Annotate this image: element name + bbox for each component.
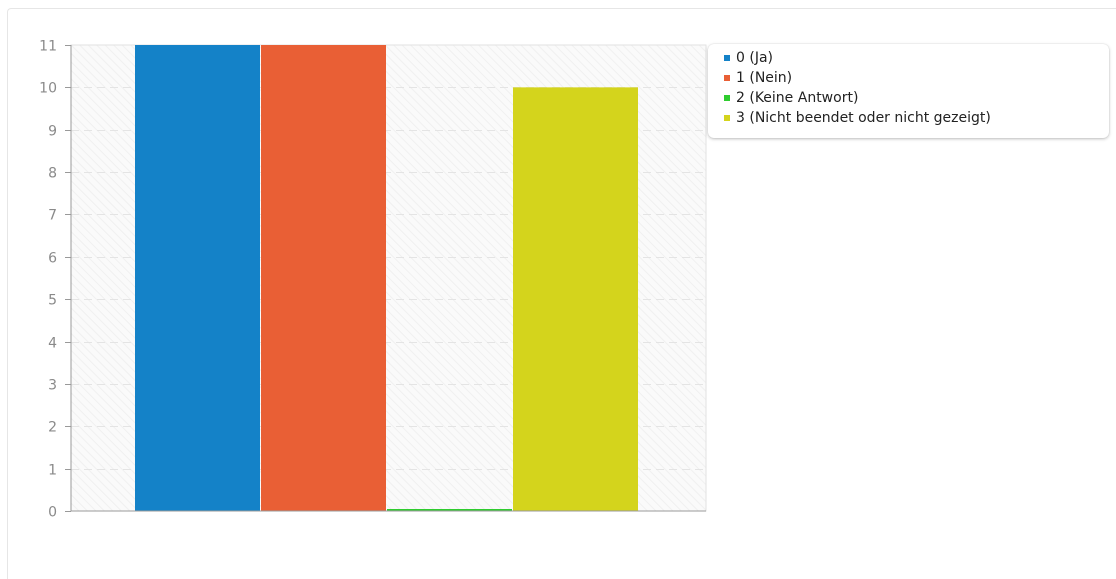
bar-0[interactable] bbox=[135, 45, 260, 511]
y-tick-label-10: 10 bbox=[39, 81, 57, 97]
bars bbox=[135, 45, 638, 511]
legend-label-nein: 1 (Nein) bbox=[736, 70, 793, 86]
legend-swatch-keine-antwort bbox=[724, 95, 730, 101]
bar-2[interactable] bbox=[387, 509, 512, 511]
y-tick-label-8: 8 bbox=[48, 166, 57, 182]
legend-swatch-nein bbox=[724, 75, 730, 81]
legend-item-ja[interactable]: 0 (Ja) bbox=[724, 48, 1101, 68]
y-tick-label-6: 6 bbox=[48, 251, 57, 267]
y-tick-labels: 0 1 2 3 4 5 6 7 8 9 10 11 bbox=[39, 39, 57, 521]
y-tick-label-5: 5 bbox=[48, 293, 57, 309]
legend-label-ja: 0 (Ja) bbox=[736, 50, 773, 66]
legend-swatch-nicht-beendet bbox=[724, 115, 730, 121]
legend-label-keine-antwort: 2 (Keine Antwort) bbox=[736, 90, 859, 106]
y-tick-label-4: 4 bbox=[48, 336, 57, 352]
y-tick-label-7: 7 bbox=[48, 208, 57, 224]
legend-item-nicht-beendet[interactable]: 3 (Nicht beendet oder nicht gezeigt) bbox=[724, 108, 1101, 128]
y-tick-label-3: 3 bbox=[48, 378, 57, 394]
axes bbox=[65, 45, 706, 512]
legend-item-keine-antwort[interactable]: 2 (Keine Antwort) bbox=[724, 88, 1101, 108]
legend: 0 (Ja) 1 (Nein) 2 (Keine Antwort) 3 (Nic… bbox=[708, 44, 1109, 138]
y-tick-label-2: 2 bbox=[48, 420, 57, 436]
legend-item-nein[interactable]: 1 (Nein) bbox=[724, 68, 1101, 88]
bar-3[interactable] bbox=[513, 87, 638, 511]
bar-1[interactable] bbox=[261, 45, 386, 511]
y-tick-label-1: 1 bbox=[48, 463, 57, 479]
legend-label-nicht-beendet: 3 (Nicht beendet oder nicht gezeigt) bbox=[736, 110, 991, 126]
y-tick-label-11: 11 bbox=[39, 39, 57, 55]
y-tick-label-9: 9 bbox=[48, 124, 57, 140]
y-tick-label-0: 0 bbox=[48, 505, 57, 521]
legend-swatch-ja bbox=[724, 55, 730, 61]
